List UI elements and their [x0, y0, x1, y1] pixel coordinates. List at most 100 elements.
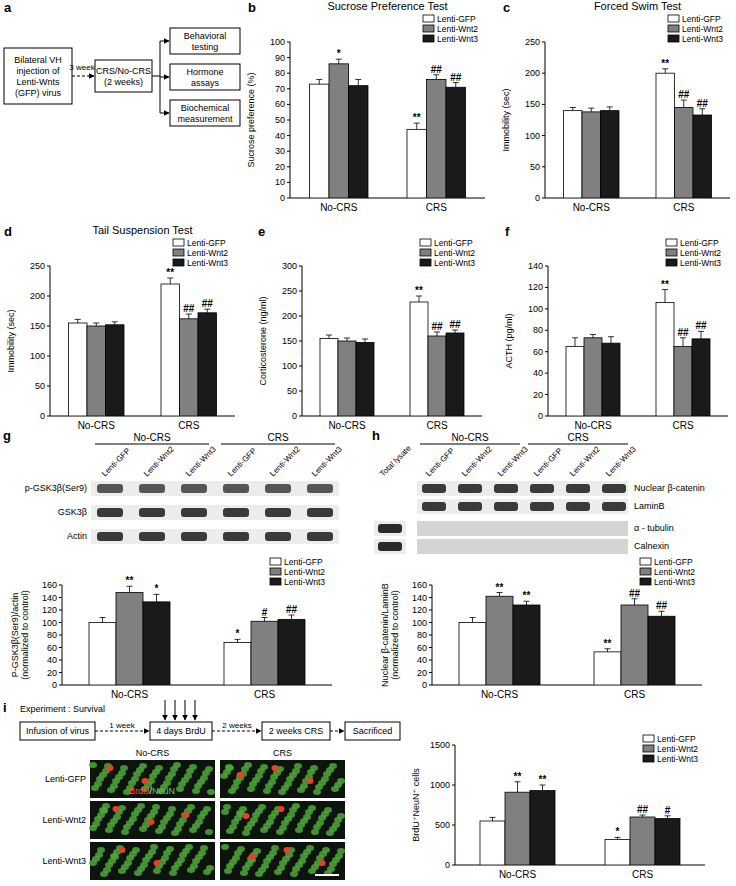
band: [378, 542, 402, 551]
bar: [106, 325, 125, 416]
group-label: No-CRS: [451, 432, 489, 443]
cell: [179, 852, 187, 858]
error-bar: [632, 599, 638, 605]
cell: [107, 787, 115, 793]
cell: [89, 825, 97, 831]
step-line: (2 weeks): [104, 77, 143, 87]
cell: [96, 776, 104, 782]
row-label: Calnexin: [634, 541, 669, 551]
bar: [116, 593, 143, 686]
band: [139, 508, 165, 517]
lane-label: Lenti-Wnt2: [268, 444, 302, 478]
x-tick-label: No-CRS: [481, 689, 519, 700]
chart-title: Tail Suspension Test: [92, 224, 192, 236]
y-tick: [287, 104, 290, 105]
x-tick-label: No-CRS: [499, 869, 537, 880]
outcome-line: assays: [191, 78, 220, 88]
y-tick-label: 500: [435, 820, 450, 830]
cell: [297, 787, 305, 793]
y-tick: [299, 316, 302, 317]
y-tick: [545, 394, 548, 395]
blot-strip: [91, 481, 339, 496]
panel-letter: b: [248, 0, 256, 15]
y-tick-label: 80: [275, 68, 285, 78]
y-tick-label: 30: [275, 146, 285, 156]
chart: Nuclear β-catenin/LaminB(normalized to c…: [380, 557, 702, 700]
error-bar: [572, 338, 578, 347]
y-tick-label: 160: [42, 580, 57, 590]
cell: [171, 865, 179, 871]
legend-swatch: [173, 239, 184, 246]
band: [458, 484, 482, 493]
cell: [326, 830, 334, 836]
y-tick: [287, 120, 290, 121]
x-tick-label: CRS: [254, 689, 275, 700]
group-line: [221, 444, 335, 445]
error-bar: [662, 69, 668, 73]
legend-label: Lenti-Wnt2: [187, 248, 228, 258]
y-tick: [299, 341, 302, 342]
legend-swatch: [643, 735, 654, 742]
timeline-step-box: [262, 722, 330, 740]
y-tick-label: 100: [270, 37, 285, 47]
y-tick: [299, 366, 302, 367]
y-tick-label: 50: [275, 115, 285, 125]
legend-swatch: [420, 249, 431, 256]
cell: [123, 824, 131, 830]
band: [530, 484, 554, 493]
cell: [281, 820, 289, 826]
lane-label: Total lysate: [378, 443, 413, 478]
legend-swatch: [420, 259, 431, 266]
error-bar: [416, 296, 422, 302]
cell: [91, 785, 99, 791]
legend-label: Lenti-Wnt2: [654, 567, 695, 577]
bar: [530, 791, 555, 865]
marks: [310, 59, 466, 198]
outcome: Biochemicalmeasurement: [177, 103, 233, 124]
y-tick: [429, 635, 432, 636]
error-bar: [608, 337, 614, 343]
micrograph: [220, 801, 345, 839]
scale-bar: [315, 874, 339, 876]
y-tick: [545, 266, 548, 267]
y-tick: [47, 416, 50, 417]
cell: [276, 829, 284, 835]
y-tick-label: 140: [42, 593, 57, 603]
step-box: [95, 60, 152, 92]
band: [181, 532, 207, 541]
blot-strip: [374, 521, 406, 536]
y-tick-label: 1500: [430, 740, 450, 750]
significance: **: [539, 774, 547, 785]
cell: [189, 827, 197, 833]
marks: [564, 69, 712, 198]
error-bar: [524, 601, 530, 605]
y-tick: [542, 73, 545, 74]
bar: [674, 346, 692, 416]
error-bar: [540, 785, 546, 791]
y-tick: [47, 266, 50, 267]
chart-title: Sucrose Preference Test: [327, 0, 447, 12]
y-axis: [548, 266, 549, 416]
significance: **: [661, 58, 669, 69]
blot-strip: [417, 499, 628, 514]
band: [265, 508, 291, 517]
cell: [274, 869, 282, 875]
y-tick: [545, 416, 548, 417]
bar: [69, 323, 88, 416]
y-tick: [542, 104, 545, 105]
band: [265, 484, 291, 493]
timeline-step: Sacrificed: [353, 726, 393, 736]
x-tick-label: CRS: [673, 202, 694, 213]
error-bar: [497, 593, 503, 597]
significance: ##: [656, 600, 668, 611]
error-bar: [262, 618, 268, 622]
band: [97, 532, 123, 541]
cell: [186, 768, 194, 774]
cell: [165, 775, 173, 781]
legend-swatch: [173, 249, 184, 256]
error-bar: [607, 107, 613, 111]
y-tick: [47, 296, 50, 297]
bar: [278, 619, 305, 685]
cell: [292, 866, 300, 872]
cell: [308, 868, 316, 874]
